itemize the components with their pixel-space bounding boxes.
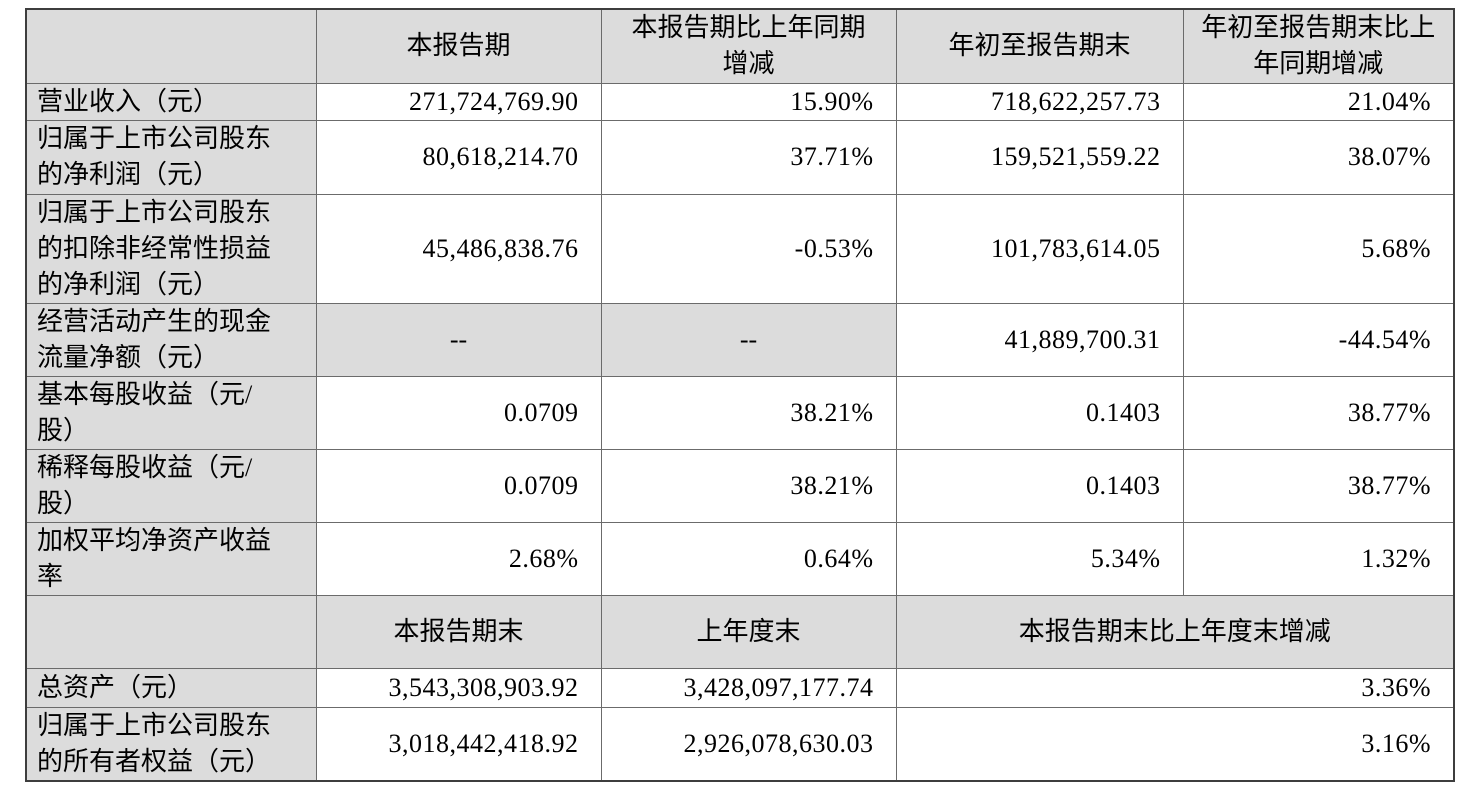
value-ytd: 41,889,700.31	[895, 302, 1184, 377]
value-current-period: 2.68%	[315, 521, 602, 596]
header-blank-cell	[25, 594, 317, 669]
header-year-to-date-yoy-change: 年初至报告期末比上年同期增减	[1182, 8, 1455, 84]
value-current-period: 271,724,769.90	[315, 82, 602, 121]
value-ytd: 0.1403	[895, 375, 1184, 450]
header-year-to-date: 年初至报告期末	[895, 8, 1184, 84]
header-row-period-end: 本报告期末 上年度末 本报告期末比上年度末增减	[25, 594, 1455, 669]
row-label: 归属于上市公司股东的所有者权益（元）	[25, 706, 317, 782]
value-ytd: 5.34%	[895, 521, 1184, 596]
value-ytd: 101,783,614.05	[895, 193, 1184, 304]
value-current-period: 45,486,838.76	[315, 193, 602, 304]
value-current-period: 0.0709	[315, 448, 602, 523]
row-label: 归属于上市公司股东的净利润（元）	[25, 119, 317, 195]
value-end-of-prior-year: 2,926,078,630.03	[600, 706, 897, 782]
row-label: 稀释每股收益（元/股）	[25, 448, 317, 523]
row-label: 经营活动产生的现金流量净额（元）	[25, 302, 317, 377]
value-ytd: 0.1403	[895, 448, 1184, 523]
value-period-end-change: 3.36%	[895, 667, 1455, 708]
header-period-end-change: 本报告期末比上年度末增减	[895, 594, 1455, 669]
value-yoy-change: 38.21%	[600, 375, 897, 450]
value-ytd: 159,521,559.22	[895, 119, 1184, 195]
value-yoy-change: 37.71%	[600, 119, 897, 195]
value-yoy-change: 15.90%	[600, 82, 897, 121]
value-ytd-yoy-change: -44.54%	[1182, 302, 1455, 377]
value-end-of-period: 3,018,442,418.92	[315, 706, 602, 782]
header-current-period-yoy-change: 本报告期比上年同期增减	[600, 8, 897, 84]
row-label: 基本每股收益（元/股）	[25, 375, 317, 450]
value-ytd-yoy-change: 38.77%	[1182, 375, 1455, 450]
value-ytd-yoy-change: 21.04%	[1182, 82, 1455, 121]
row-label: 总资产（元）	[25, 667, 317, 708]
row-label: 营业收入（元）	[25, 82, 317, 121]
value-current-period: 0.0709	[315, 375, 602, 450]
header-current-period: 本报告期	[315, 8, 602, 84]
value-ytd: 718,622,257.73	[895, 82, 1184, 121]
value-current-period: 80,618,214.70	[315, 119, 602, 195]
row-net-profit-deducted: 归属于上市公司股东的扣除非经常性损益的净利润（元） 45,486,838.76 …	[25, 193, 1455, 304]
value-yoy-change-dash: --	[600, 302, 897, 377]
row-net-profit: 归属于上市公司股东的净利润（元） 80,618,214.70 37.71% 15…	[25, 119, 1455, 195]
header-row-period: 本报告期 本报告期比上年同期增减 年初至报告期末 年初至报告期末比上年同期增减	[25, 8, 1455, 84]
value-current-period-dash: --	[315, 302, 602, 377]
value-yoy-change: 0.64%	[600, 521, 897, 596]
header-blank-cell	[25, 8, 317, 84]
row-operating-revenue: 营业收入（元） 271,724,769.90 15.90% 718,622,25…	[25, 82, 1455, 121]
row-weighted-roe: 加权平均净资产收益率 2.68% 0.64% 5.34% 1.32%	[25, 521, 1455, 596]
value-ytd-yoy-change: 5.68%	[1182, 193, 1455, 304]
value-end-of-period: 3,543,308,903.92	[315, 667, 602, 708]
value-yoy-change: 38.21%	[600, 448, 897, 523]
value-period-end-change: 3.16%	[895, 706, 1455, 782]
row-diluted-eps: 稀释每股收益（元/股） 0.0709 38.21% 0.1403 38.77%	[25, 448, 1455, 523]
value-end-of-prior-year: 3,428,097,177.74	[600, 667, 897, 708]
row-total-assets: 总资产（元） 3,543,308,903.92 3,428,097,177.74…	[25, 667, 1455, 708]
value-ytd-yoy-change: 1.32%	[1182, 521, 1455, 596]
row-basic-eps: 基本每股收益（元/股） 0.0709 38.21% 0.1403 38.77%	[25, 375, 1455, 450]
value-yoy-change: -0.53%	[600, 193, 897, 304]
row-shareholders-equity: 归属于上市公司股东的所有者权益（元） 3,018,442,418.92 2,92…	[25, 706, 1455, 782]
header-end-of-period: 本报告期末	[315, 594, 602, 669]
header-end-of-prior-year: 上年度末	[600, 594, 897, 669]
row-label: 加权平均净资产收益率	[25, 521, 317, 596]
row-operating-cash-flow: 经营活动产生的现金流量净额（元） -- -- 41,889,700.31 -44…	[25, 302, 1455, 377]
row-label: 归属于上市公司股东的扣除非经常性损益的净利润（元）	[25, 193, 317, 304]
financial-summary-table: 本报告期 本报告期比上年同期增减 年初至报告期末 年初至报告期末比上年同期增减 …	[25, 8, 1455, 782]
value-ytd-yoy-change: 38.07%	[1182, 119, 1455, 195]
value-ytd-yoy-change: 38.77%	[1182, 448, 1455, 523]
